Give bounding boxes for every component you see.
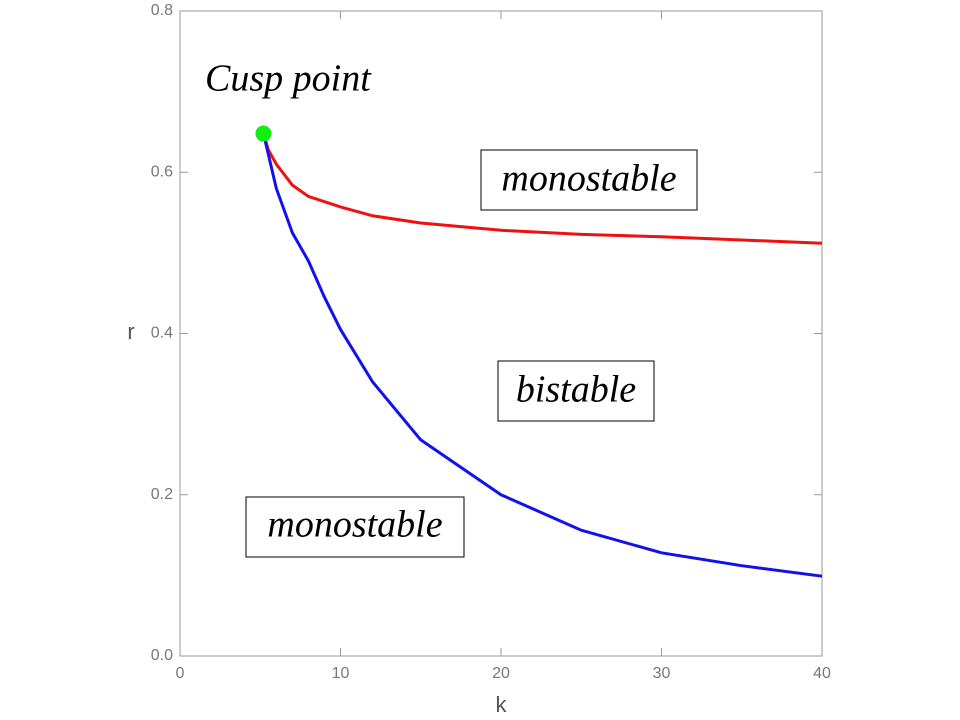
annotation: Cusp point	[205, 58, 372, 100]
annotation: bistable	[516, 369, 636, 411]
annotation-box	[245, 496, 465, 558]
y-tick-label: 0.6	[151, 163, 173, 180]
y-tick-label: 0.0	[151, 647, 173, 664]
cusp-point	[255, 125, 272, 142]
x-tick-label: 30	[653, 665, 671, 682]
x-axis-label: k	[496, 692, 508, 717]
annotation: monostable	[267, 504, 442, 546]
x-tick-label: 0	[176, 665, 185, 682]
annotation-box	[497, 360, 655, 422]
y-axis-label: r	[127, 319, 134, 344]
line	[261, 133, 823, 578]
x-tick-label: 20	[492, 665, 510, 682]
x-tick-label: 40	[813, 665, 831, 682]
x-tick-label: 10	[332, 665, 350, 682]
plot-frame	[179, 10, 823, 657]
y-tick-label: 0.8	[151, 2, 173, 19]
y-tick-label: 0.4	[151, 325, 173, 342]
annotation: monostable	[501, 158, 676, 200]
line	[262, 133, 823, 245]
y-tick-label: 0.2	[151, 486, 173, 503]
annotation-box	[480, 149, 698, 211]
